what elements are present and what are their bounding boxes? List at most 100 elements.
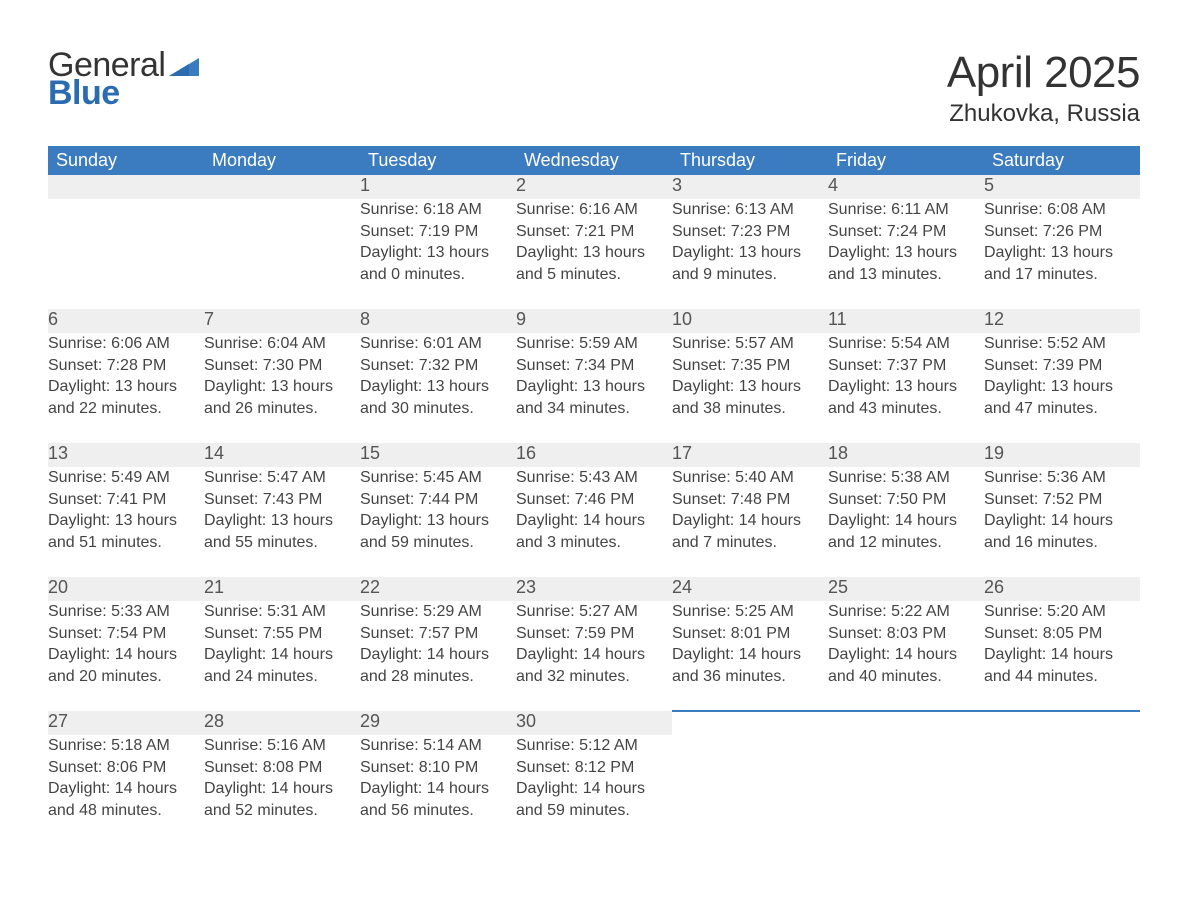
sunrise-line: Sunrise: 5:45 AM [360,467,516,489]
day-content-cell: Sunrise: 5:31 AMSunset: 7:55 PMDaylight:… [204,601,360,711]
location: Zhukovka, Russia [947,100,1140,128]
sunset-line: Sunset: 7:39 PM [984,355,1140,377]
daylight-line: Daylight: 13 hours and 51 minutes. [48,510,204,553]
sunrise-line: Sunrise: 5:36 AM [984,467,1140,489]
daylight-line: Daylight: 13 hours and 38 minutes. [672,376,828,419]
sunrise-line: Sunrise: 5:20 AM [984,601,1140,623]
day-number-cell [204,175,360,199]
sunrise-line: Sunrise: 5:18 AM [48,735,204,757]
daylight-line: Daylight: 13 hours and 47 minutes. [984,376,1140,419]
day-number-row: 12345 [48,175,1140,199]
title-block: April 2025 Zhukovka, Russia [947,48,1140,128]
day-number-cell: 27 [48,711,204,735]
weekday-header: Sunday [48,146,204,175]
day-number-cell: 26 [984,577,1140,601]
day-number-cell: 30 [516,711,672,735]
day-content-cell: Sunrise: 5:29 AMSunset: 7:57 PMDaylight:… [360,601,516,711]
day-content-row: Sunrise: 5:33 AMSunset: 7:54 PMDaylight:… [48,601,1140,711]
day-number-cell: 15 [360,443,516,467]
calendar-body: 12345Sunrise: 6:18 AMSunset: 7:19 PMDayl… [48,175,1140,845]
sunrise-line: Sunrise: 6:11 AM [828,199,984,221]
sunrise-line: Sunrise: 6:01 AM [360,333,516,355]
day-content-row: Sunrise: 6:06 AMSunset: 7:28 PMDaylight:… [48,333,1140,443]
sunrise-line: Sunrise: 6:04 AM [204,333,360,355]
daylight-line: Daylight: 14 hours and 36 minutes. [672,644,828,687]
daylight-line: Daylight: 14 hours and 32 minutes. [516,644,672,687]
daylight-line: Daylight: 14 hours and 20 minutes. [48,644,204,687]
day-number-cell: 18 [828,443,984,467]
sunrise-line: Sunrise: 5:14 AM [360,735,516,757]
day-number-cell: 14 [204,443,360,467]
daylight-line: Daylight: 13 hours and 43 minutes. [828,376,984,419]
day-number-cell [48,175,204,199]
day-number-cell: 25 [828,577,984,601]
day-number-cell: 7 [204,309,360,333]
day-content-cell: Sunrise: 5:20 AMSunset: 8:05 PMDaylight:… [984,601,1140,711]
daylight-line: Daylight: 13 hours and 30 minutes. [360,376,516,419]
day-number-cell: 22 [360,577,516,601]
day-number-cell: 1 [360,175,516,199]
day-content-cell: Sunrise: 5:57 AMSunset: 7:35 PMDaylight:… [672,333,828,443]
daylight-line: Daylight: 14 hours and 44 minutes. [984,644,1140,687]
day-content-row: Sunrise: 6:18 AMSunset: 7:19 PMDaylight:… [48,199,1140,309]
day-content-cell: Sunrise: 6:08 AMSunset: 7:26 PMDaylight:… [984,199,1140,309]
day-number-cell: 20 [48,577,204,601]
daylight-line: Daylight: 13 hours and 26 minutes. [204,376,360,419]
daylight-line: Daylight: 13 hours and 59 minutes. [360,510,516,553]
weekday-header-row: Sunday Monday Tuesday Wednesday Thursday… [48,146,1140,175]
sunset-line: Sunset: 8:03 PM [828,623,984,645]
sunset-line: Sunset: 7:43 PM [204,489,360,511]
sunset-line: Sunset: 8:10 PM [360,757,516,779]
day-number-cell: 13 [48,443,204,467]
sunset-line: Sunset: 7:41 PM [48,489,204,511]
day-content-cell: Sunrise: 5:14 AMSunset: 8:10 PMDaylight:… [360,735,516,845]
sunset-line: Sunset: 8:05 PM [984,623,1140,645]
day-number-row: 27282930 [48,711,1140,735]
sunrise-line: Sunrise: 5:40 AM [672,467,828,489]
weekday-header: Monday [204,146,360,175]
sunset-line: Sunset: 7:35 PM [672,355,828,377]
weekday-header: Saturday [984,146,1140,175]
sunrise-line: Sunrise: 5:49 AM [48,467,204,489]
day-number-cell: 21 [204,577,360,601]
sunset-line: Sunset: 7:30 PM [204,355,360,377]
sunrise-line: Sunrise: 5:12 AM [516,735,672,757]
day-number-cell [672,711,828,735]
sunrise-line: Sunrise: 5:38 AM [828,467,984,489]
daylight-line: Daylight: 13 hours and 34 minutes. [516,376,672,419]
sunset-line: Sunset: 7:50 PM [828,489,984,511]
sunset-line: Sunset: 7:54 PM [48,623,204,645]
sunset-line: Sunset: 7:37 PM [828,355,984,377]
day-number-row: 13141516171819 [48,443,1140,467]
day-content-cell: Sunrise: 5:16 AMSunset: 8:08 PMDaylight:… [204,735,360,845]
day-content-cell: Sunrise: 5:33 AMSunset: 7:54 PMDaylight:… [48,601,204,711]
day-number-cell: 19 [984,443,1140,467]
sunset-line: Sunset: 7:59 PM [516,623,672,645]
sunrise-line: Sunrise: 5:25 AM [672,601,828,623]
daylight-line: Daylight: 14 hours and 56 minutes. [360,778,516,821]
weekday-header: Friday [828,146,984,175]
header: General Blue April 2025 Zhukovka, Russia [48,48,1140,128]
sunset-line: Sunset: 7:24 PM [828,221,984,243]
day-content-cell: Sunrise: 5:18 AMSunset: 8:06 PMDaylight:… [48,735,204,845]
daylight-line: Daylight: 14 hours and 12 minutes. [828,510,984,553]
sunset-line: Sunset: 7:55 PM [204,623,360,645]
daylight-line: Daylight: 13 hours and 5 minutes. [516,242,672,285]
sunrise-line: Sunrise: 6:18 AM [360,199,516,221]
daylight-line: Daylight: 13 hours and 13 minutes. [828,242,984,285]
sunset-line: Sunset: 8:08 PM [204,757,360,779]
month-title: April 2025 [947,48,1140,98]
day-content-cell: Sunrise: 6:11 AMSunset: 7:24 PMDaylight:… [828,199,984,309]
day-content-cell [984,735,1140,845]
weekday-header: Thursday [672,146,828,175]
logo-text-blue: Blue [48,76,199,110]
day-content-cell [828,735,984,845]
day-content-cell [48,199,204,309]
day-number-cell: 24 [672,577,828,601]
day-number-cell [828,711,984,735]
day-content-cell: Sunrise: 5:40 AMSunset: 7:48 PMDaylight:… [672,467,828,577]
sunrise-line: Sunrise: 5:47 AM [204,467,360,489]
day-content-cell: Sunrise: 6:13 AMSunset: 7:23 PMDaylight:… [672,199,828,309]
day-content-cell: Sunrise: 5:49 AMSunset: 7:41 PMDaylight:… [48,467,204,577]
day-content-cell [672,735,828,845]
